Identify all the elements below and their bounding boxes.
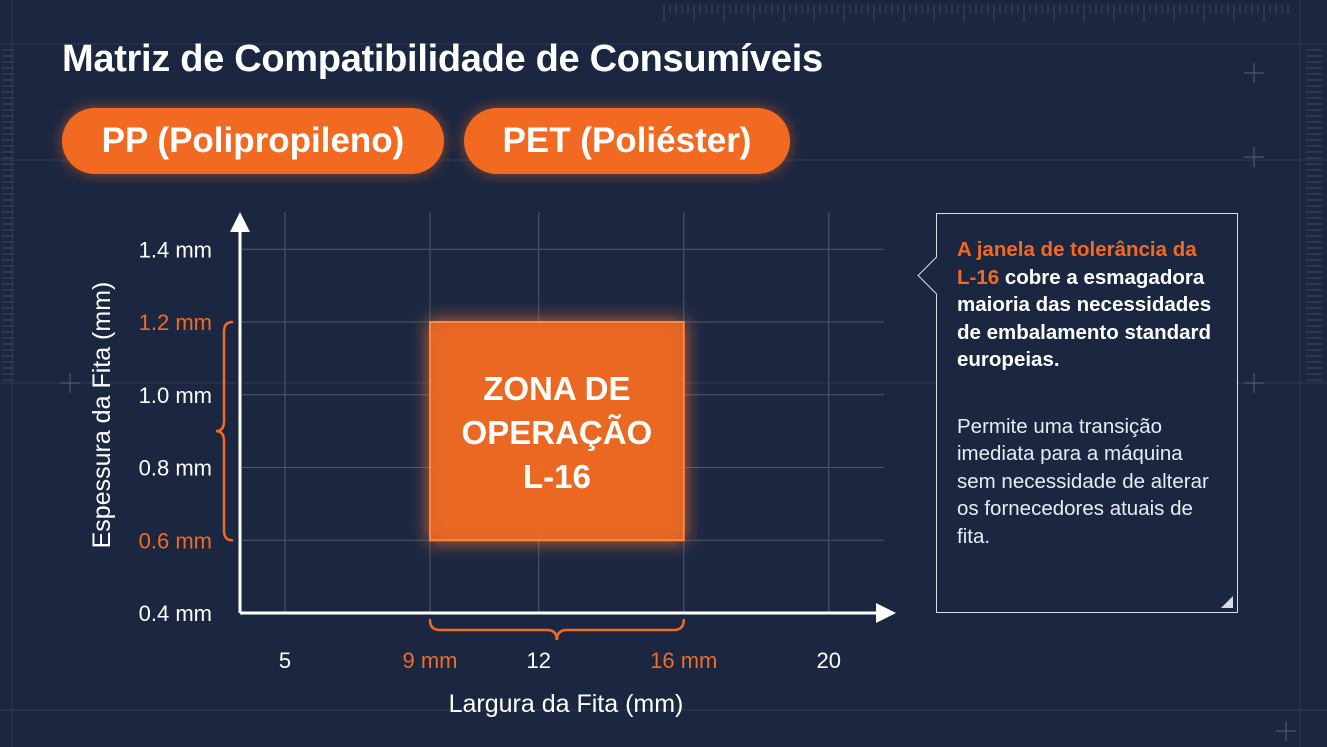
x-tick-label: 9 mm xyxy=(403,648,458,673)
y-tick-labels: 0.4 mm 0.6 mm 0.8 mm 1.0 mm 1.2 mm 1.4 mm xyxy=(139,237,212,626)
callout-main-text: A janela de tolerância da L-16 cobre a e… xyxy=(957,236,1219,374)
chart-axes xyxy=(230,212,896,623)
x-tick-label: 12 xyxy=(527,648,551,673)
y-tick-label: 1.4 mm xyxy=(139,237,212,262)
operation-zone xyxy=(429,321,685,542)
y-tick-label: 0.8 mm xyxy=(139,456,212,481)
info-callout: A janela de tolerância da L-16 cobre a e… xyxy=(917,213,1238,613)
x-tick-labels: 5 9 mm 12 16 mm 20 xyxy=(279,648,841,673)
x-axis-arrow xyxy=(876,603,896,623)
x-tick-label: 20 xyxy=(817,648,841,673)
x-range-brace xyxy=(428,618,685,641)
zone-label-line: L-16 xyxy=(523,458,591,495)
x-tick-label: 16 mm xyxy=(650,648,717,673)
y-tick-label: 1.0 mm xyxy=(139,383,212,408)
callout-sub-text: Permite uma transição imediata para a má… xyxy=(957,414,1209,548)
y-axis-arrow xyxy=(230,212,250,232)
zone-label-line: ZONA DE xyxy=(483,370,630,407)
y-tick-label: 1.2 mm xyxy=(139,310,212,335)
operation-zone-label: ZONA DE OPERAÇÃO L-16 xyxy=(462,370,653,495)
x-tick-label: 5 xyxy=(279,648,291,673)
material-pill-pp: PP (Polipropileno) xyxy=(62,108,444,174)
y-range-brace xyxy=(215,320,234,542)
callout-main-rest: cobre a esmagadora maioria das necessida… xyxy=(957,265,1212,372)
x-axis-label: Largura da Fita (mm) xyxy=(449,690,684,718)
callout-highlight: A janela de tolerância da L-16 xyxy=(957,238,1197,289)
page-title: Matriz de Compatibilidade de Consumíveis xyxy=(62,38,823,80)
y-tick-label: 0.6 mm xyxy=(139,528,212,553)
callout-corner-fold xyxy=(1221,596,1233,608)
zone-label-line: OPERAÇÃO xyxy=(462,414,653,451)
y-axis-label: Espessura da Fita (mm) xyxy=(88,282,116,549)
y-tick-label: 0.4 mm xyxy=(139,601,212,626)
material-pill-pet: PET (Poliéster) xyxy=(464,108,790,174)
